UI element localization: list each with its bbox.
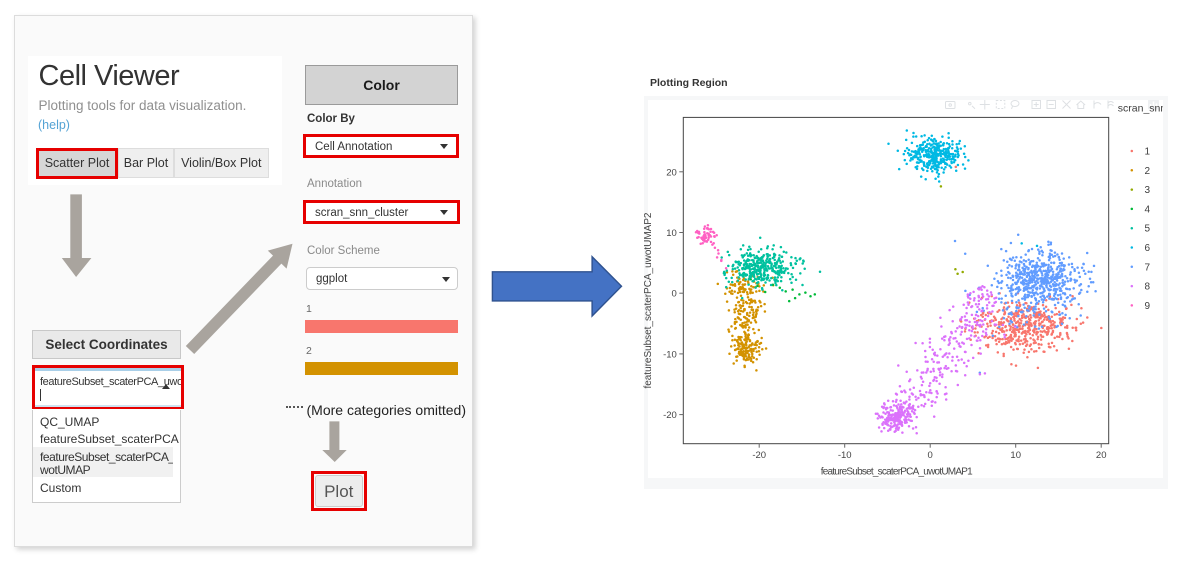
svg-text:0: 0: [672, 289, 677, 300]
svg-text:3: 3: [1145, 185, 1151, 196]
svg-text:-10: -10: [663, 349, 677, 360]
svg-text:10: 10: [1010, 450, 1021, 461]
svg-text:10: 10: [666, 228, 677, 239]
svg-text:4: 4: [1145, 204, 1151, 215]
svg-text:1: 1: [1145, 147, 1151, 158]
svg-text:20: 20: [666, 167, 677, 178]
svg-text:-10: -10: [838, 450, 852, 461]
svg-text:featureSubset_scaterPCA_uwotUM: featureSubset_scaterPCA_uwotUMAP2: [643, 212, 654, 388]
svg-text:5: 5: [1145, 224, 1151, 235]
svg-text:20: 20: [1096, 450, 1107, 461]
svg-text:featureSubset_scaterPCA_uwotUM: featureSubset_scaterPCA_uwotUMAP1: [821, 467, 973, 478]
svg-text:7: 7: [1145, 262, 1151, 273]
svg-text:8: 8: [1145, 282, 1151, 293]
svg-text:2: 2: [1145, 166, 1151, 177]
svg-text:scran_snn_cluster: scran_snn_cluster: [1118, 103, 1163, 115]
svg-text:9: 9: [1145, 301, 1151, 312]
svg-text:0: 0: [928, 450, 933, 461]
svg-text:6: 6: [1145, 243, 1151, 254]
svg-text:-20: -20: [663, 410, 677, 421]
svg-text:-20: -20: [752, 450, 766, 461]
